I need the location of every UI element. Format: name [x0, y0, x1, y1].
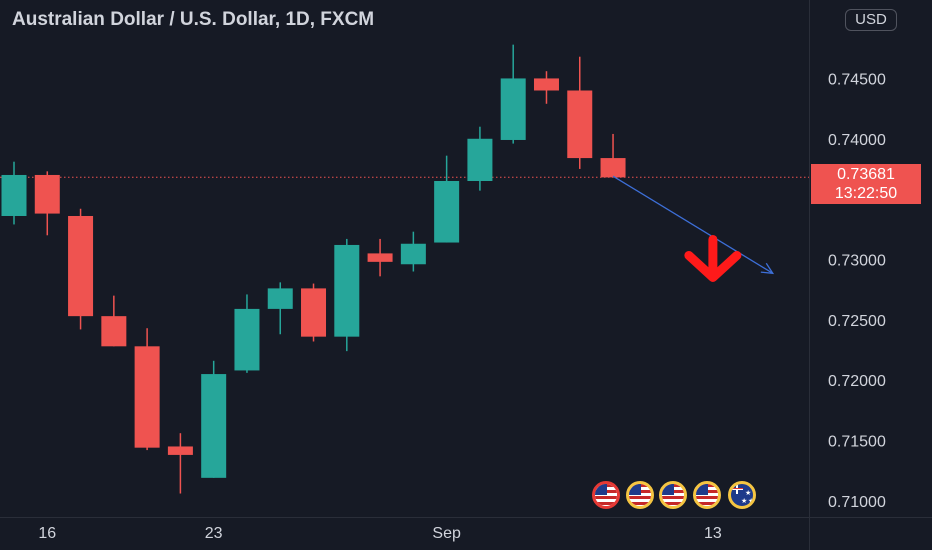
last-price-tag: 0.73681 13:22:50 — [811, 164, 921, 204]
candle-body — [134, 346, 160, 448]
candle-body — [34, 174, 60, 214]
candle — [167, 433, 193, 494]
down-arrow-icon[interactable] — [684, 234, 742, 282]
candle — [400, 231, 426, 272]
candle-body — [500, 78, 526, 140]
trend-arrow-head[interactable] — [760, 262, 775, 275]
candle-body — [533, 78, 559, 91]
candle — [1, 161, 27, 225]
us-flag-icon[interactable] — [693, 481, 721, 509]
candle — [234, 294, 260, 373]
candle-body — [600, 158, 626, 178]
candle-body — [467, 138, 493, 181]
currency-button[interactable]: USD — [845, 9, 897, 31]
candle-body — [334, 244, 360, 337]
time-tick-label: 16 — [38, 525, 56, 542]
price-tick-label: 0.74500 — [828, 71, 886, 88]
candle — [101, 295, 127, 347]
candle-body — [234, 308, 260, 371]
australia-flag-icon[interactable]: ★ ★ ★ — [728, 481, 756, 509]
price-tick-label: 0.71500 — [828, 433, 886, 450]
time-tick-label: Sep — [432, 525, 461, 542]
price-tick-label: 0.73000 — [828, 252, 886, 269]
candle-body — [1, 174, 27, 216]
price-tick-label: 0.74000 — [828, 132, 886, 149]
candle — [68, 208, 94, 330]
us-flag-icon[interactable] — [592, 481, 620, 509]
candle — [301, 283, 327, 342]
candles — [1, 44, 626, 494]
candle — [533, 71, 559, 104]
bar-countdown: 13:22:50 — [834, 185, 898, 202]
price-tick-label: 0.72500 — [828, 313, 886, 330]
candle-body — [367, 253, 393, 262]
candle — [600, 133, 626, 178]
candle — [134, 328, 160, 451]
us-flag-icon[interactable] — [659, 481, 687, 509]
last-price-value: 0.73681 — [837, 166, 895, 183]
candle-body — [434, 181, 460, 243]
candle-body — [567, 90, 593, 159]
price-tick-label: 0.72000 — [828, 373, 886, 390]
time-tick-label: 13 — [704, 525, 722, 542]
candle — [500, 44, 526, 144]
candle — [334, 238, 360, 352]
candle — [267, 282, 293, 335]
candle — [434, 155, 460, 243]
drawing-annotations[interactable] — [612, 175, 775, 282]
candle-body — [201, 374, 227, 478]
candle-body — [167, 446, 193, 455]
candle — [467, 126, 493, 191]
trend-arrow-line[interactable] — [612, 175, 774, 274]
price-tick-label: 0.71000 — [828, 494, 886, 511]
us-flag-icon[interactable] — [626, 481, 654, 509]
candle-body — [101, 316, 127, 347]
candle-body — [267, 288, 293, 309]
candle-body — [301, 288, 327, 337]
candle-body — [400, 243, 426, 265]
candle — [34, 171, 60, 236]
candle — [567, 56, 593, 169]
candle — [201, 360, 227, 478]
candle-body — [68, 215, 94, 317]
symbol-title[interactable]: Australian Dollar / U.S. Dollar, 1D, FXC… — [12, 9, 375, 30]
time-tick-label: 23 — [205, 525, 223, 542]
candle — [367, 238, 393, 277]
